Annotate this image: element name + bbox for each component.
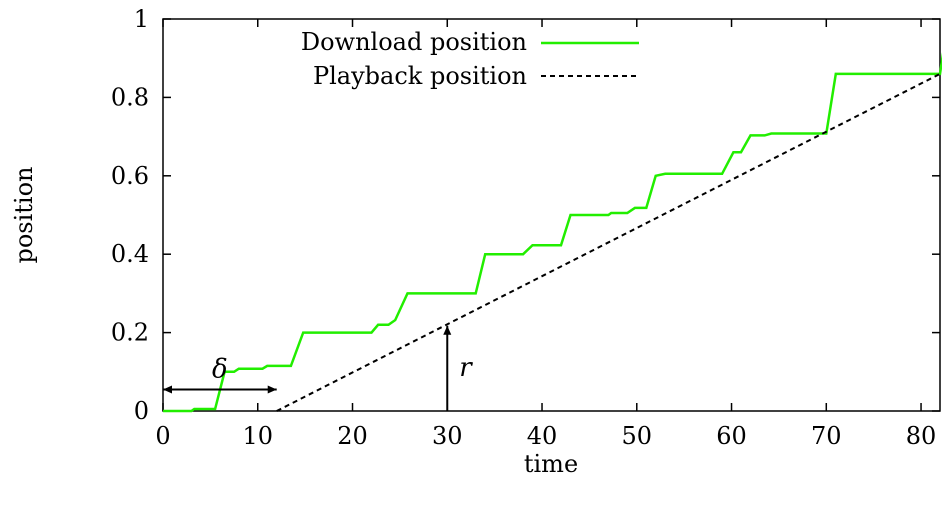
x-tick-label: 10 [242,422,273,450]
legend-label-playback: Playback position [313,62,527,90]
delta-label: δ [212,354,228,384]
x-tick-label: 0 [155,422,170,450]
y-tick-labels: 0 0.2 0.4 0.6 0.8 1 [111,5,149,425]
legend: Download position Playback position [301,28,639,90]
legend-label-download: Download position [301,28,527,56]
y-tick-label: 0.6 [111,162,149,190]
x-tick-label: 40 [527,422,558,450]
r-label: r [459,353,473,383]
x-tick-label: 60 [716,422,747,450]
y-axis-title: position [10,166,38,263]
y-tick-label: 0 [134,397,149,425]
series-line-1 [276,73,941,412]
y-tick-label: 1 [134,5,149,33]
series-layer [163,52,942,413]
annotations: δ r [163,325,473,411]
ticks [162,18,940,412]
y-tick-label: 0.8 [111,83,149,111]
y-tick-label: 0.2 [111,319,149,347]
x-tick-label: 30 [432,422,463,450]
plot-frame [162,18,941,412]
y-tick-label: 0.4 [111,240,149,268]
x-tick-label: 80 [906,422,937,450]
series-line-0 [163,52,942,413]
x-tick-label: 20 [337,422,368,450]
x-axis-title: time [524,450,578,478]
x-tick-label: 50 [622,422,653,450]
x-tick-labels: 0 10 20 30 40 50 60 70 80 [155,422,936,450]
x-tick-label: 70 [811,422,842,450]
